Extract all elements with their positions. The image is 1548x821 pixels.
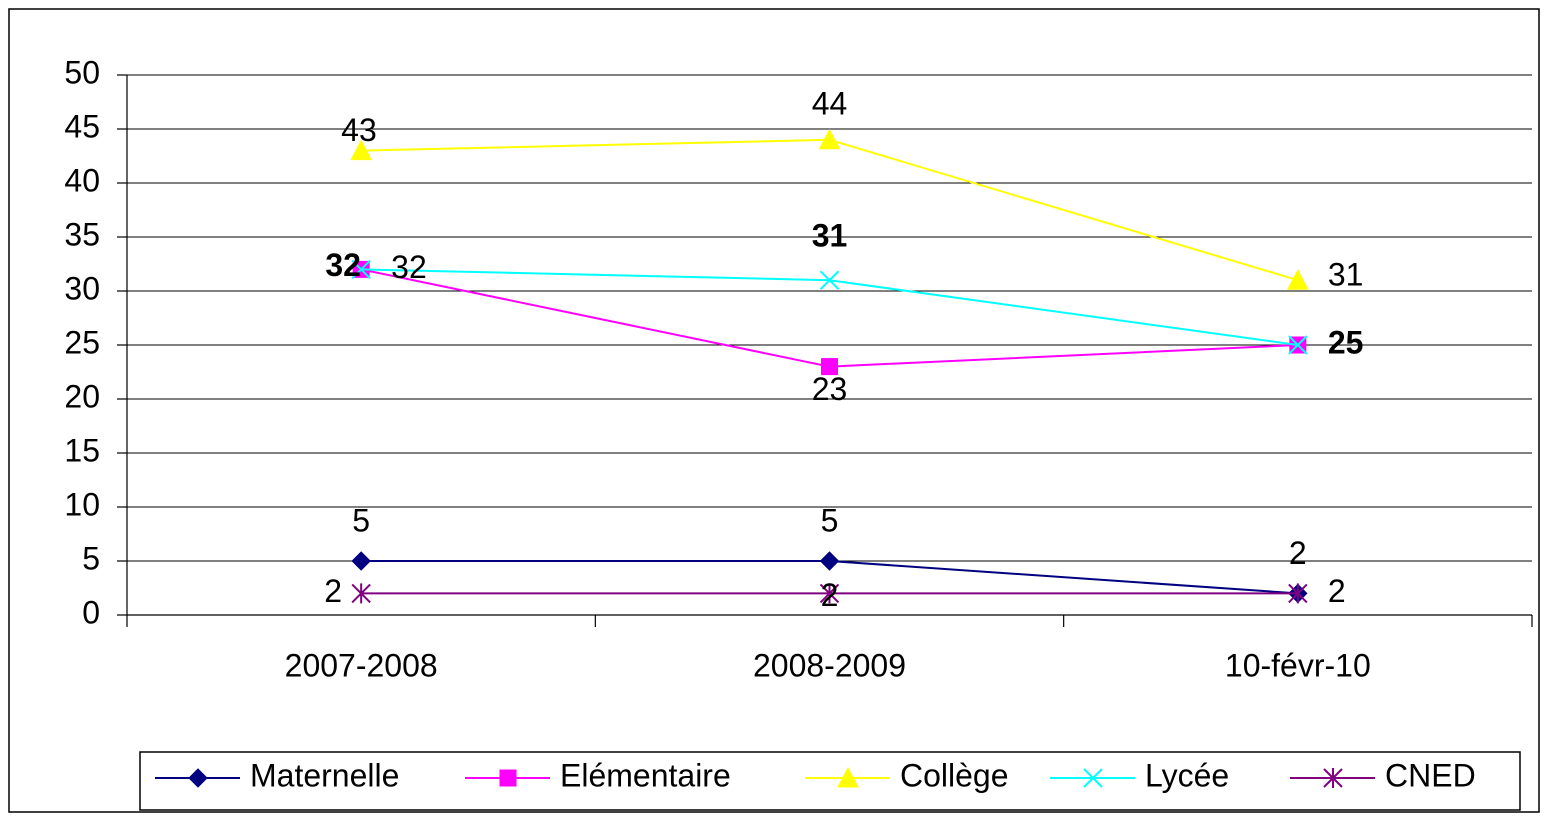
legend-box bbox=[139, 751, 1521, 811]
y-tick-label: 15 bbox=[64, 432, 100, 468]
data-label: 25 bbox=[1328, 324, 1364, 360]
marker bbox=[1083, 768, 1103, 788]
series bbox=[351, 583, 1308, 604]
marker bbox=[351, 259, 371, 280]
data-label: 31 bbox=[1328, 257, 1364, 293]
chart-border bbox=[8, 8, 1540, 813]
legend-label: Collège bbox=[900, 757, 1009, 793]
y-tick-label: 40 bbox=[64, 162, 100, 198]
data-label: 5 bbox=[352, 502, 370, 538]
data-label: 31 bbox=[812, 218, 848, 254]
series bbox=[350, 128, 1309, 290]
y-tick-label: 10 bbox=[64, 486, 100, 522]
marker bbox=[351, 551, 371, 571]
marker bbox=[837, 766, 859, 788]
y-tick-label: 30 bbox=[64, 270, 100, 306]
data-label: 43 bbox=[341, 112, 377, 148]
data-label: 32 bbox=[391, 249, 427, 285]
y-tick-label: 25 bbox=[64, 324, 100, 360]
data-label: 2 bbox=[1328, 573, 1346, 609]
y-tick-label: 5 bbox=[82, 540, 100, 576]
marker bbox=[819, 551, 840, 571]
y-tick-label: 50 bbox=[64, 54, 100, 90]
data-label: 32 bbox=[325, 247, 361, 283]
data-label: 25 bbox=[1328, 324, 1364, 360]
legend-label: Elémentaire bbox=[560, 757, 731, 793]
data-label: 2 bbox=[821, 577, 839, 613]
legend-label: Lycée bbox=[1145, 757, 1229, 793]
marker bbox=[188, 768, 208, 788]
marker bbox=[499, 769, 517, 787]
legend-label: CNED bbox=[1385, 757, 1476, 793]
legend-label: Maternelle bbox=[250, 757, 399, 793]
data-label: 23 bbox=[812, 371, 848, 407]
data-label: 5 bbox=[821, 502, 839, 538]
y-tick-label: 35 bbox=[64, 216, 100, 252]
y-tick-label: 45 bbox=[64, 108, 100, 144]
data-label: 2 bbox=[324, 573, 342, 609]
data-label: 2 bbox=[1289, 535, 1307, 571]
marker bbox=[821, 358, 838, 376]
x-tick-label: 2008-2009 bbox=[753, 647, 906, 683]
marker bbox=[818, 128, 841, 150]
marker bbox=[1288, 583, 1308, 604]
y-tick-label: 0 bbox=[82, 594, 100, 630]
x-tick-label: 2007-2008 bbox=[285, 647, 438, 683]
marker bbox=[1287, 269, 1309, 290]
marker bbox=[819, 583, 840, 604]
marker bbox=[350, 139, 372, 161]
series bbox=[351, 259, 1308, 355]
y-tick-label: 20 bbox=[64, 378, 100, 414]
marker bbox=[1323, 768, 1343, 788]
marker bbox=[1288, 335, 1308, 355]
marker bbox=[819, 270, 840, 290]
x-tick-label: 10-févr-10 bbox=[1225, 647, 1371, 683]
data-label: 44 bbox=[812, 85, 848, 121]
marker bbox=[351, 583, 371, 604]
